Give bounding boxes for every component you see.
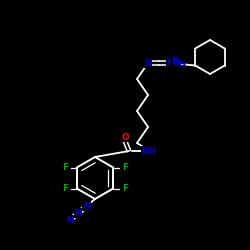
Text: N: N [83,202,90,210]
Text: N: N [173,58,180,68]
Text: N: N [171,58,179,66]
Text: N: N [166,58,174,68]
Text: F: F [62,163,68,172]
Text: H: H [178,60,184,69]
Text: F: F [122,184,128,193]
Text: NH: NH [142,146,156,156]
Text: N: N [144,58,152,68]
Text: N: N [66,216,74,225]
Text: O: O [121,132,129,141]
Text: N: N [74,209,82,218]
Text: F: F [122,163,128,172]
Text: 2: 2 [182,63,186,68]
Text: F: F [62,184,68,193]
